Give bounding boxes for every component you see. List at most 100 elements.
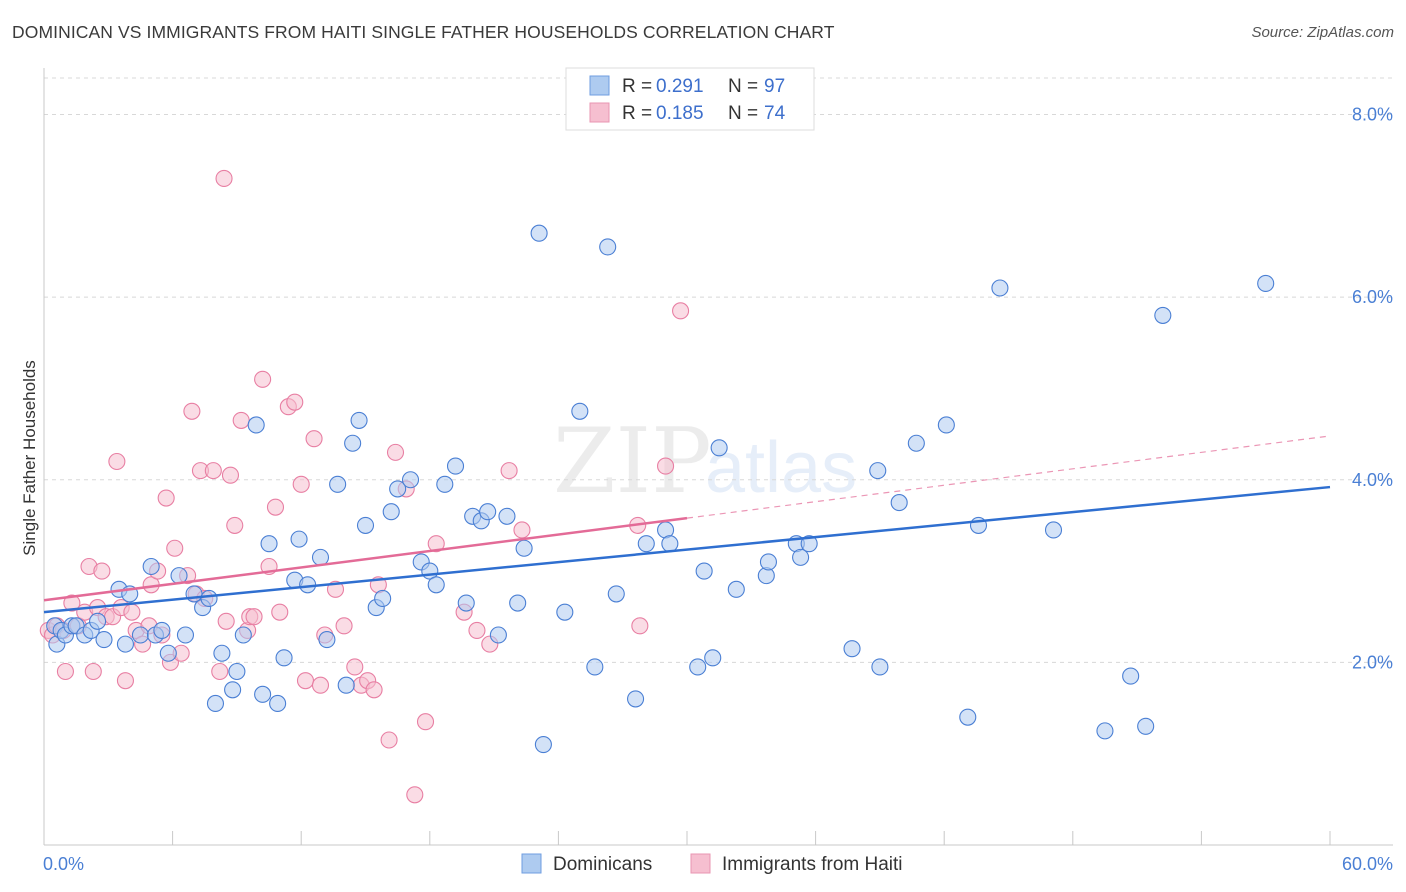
haiti-point bbox=[271, 603, 289, 621]
dominican-point bbox=[176, 626, 195, 644]
dominican-point bbox=[1096, 722, 1114, 740]
dominican-point bbox=[269, 694, 287, 713]
dominican-point bbox=[401, 471, 420, 489]
dominican-point bbox=[95, 631, 113, 649]
dominican-point bbox=[534, 736, 552, 754]
dominican-point bbox=[436, 475, 454, 493]
dominican-point bbox=[337, 676, 355, 694]
dominican-point bbox=[382, 503, 400, 521]
haiti-point bbox=[406, 786, 424, 804]
dominican-point bbox=[509, 594, 527, 612]
haiti-point bbox=[335, 617, 353, 635]
dominican-point bbox=[89, 612, 107, 630]
dominican-point bbox=[571, 402, 589, 420]
haiti-point bbox=[157, 489, 175, 507]
haiti-point bbox=[226, 516, 244, 534]
haiti-point bbox=[84, 662, 102, 681]
haiti-point bbox=[513, 521, 531, 539]
dominican-point bbox=[311, 548, 330, 566]
x-tick-label-max: 60.0% bbox=[1342, 854, 1393, 874]
watermark-zip: ZIP bbox=[553, 409, 712, 514]
bottom-legend-label-haiti: Immigrants from Haiti bbox=[722, 854, 903, 875]
source-credit: Source: ZipAtlas.com bbox=[1251, 24, 1394, 41]
y-tick-label: 4.0% bbox=[1352, 470, 1393, 490]
dominican-point bbox=[206, 694, 225, 713]
dominican-point bbox=[185, 585, 203, 603]
dominican-point bbox=[627, 690, 645, 708]
haiti-point bbox=[245, 608, 263, 626]
bottom-legend-swatch-haiti bbox=[690, 853, 711, 874]
haiti-point bbox=[232, 411, 250, 429]
haiti-point bbox=[266, 498, 285, 516]
series-legend: Dominicans Immigrants from Haiti bbox=[521, 853, 903, 875]
haiti-point bbox=[221, 466, 240, 484]
haiti-point bbox=[416, 713, 435, 731]
haiti-point bbox=[346, 658, 364, 676]
legend-r-label-2: R = bbox=[622, 103, 652, 124]
haiti-point bbox=[286, 393, 304, 411]
legend-r-value-1: 0.291 bbox=[656, 76, 704, 97]
dominican-point bbox=[457, 594, 475, 612]
haiti-point bbox=[468, 621, 486, 639]
haiti-point bbox=[305, 430, 323, 448]
dominican-point bbox=[254, 685, 272, 703]
dominican-point bbox=[153, 621, 171, 639]
dominican-point bbox=[991, 279, 1009, 297]
dominican-point bbox=[530, 224, 548, 242]
legend-r-label-1: R = bbox=[622, 76, 652, 97]
dominican-point bbox=[213, 644, 231, 662]
dominican-point bbox=[446, 457, 465, 475]
legend-n-value-1: 97 bbox=[764, 76, 785, 97]
y-tick-label: 2.0% bbox=[1352, 652, 1393, 672]
dominican-point bbox=[800, 535, 818, 553]
dominican-point bbox=[843, 640, 861, 658]
dominican-point bbox=[959, 708, 977, 726]
haiti-point bbox=[380, 731, 398, 749]
haiti-point bbox=[56, 662, 74, 681]
legend-swatch-haiti bbox=[589, 102, 610, 123]
dominican-point bbox=[1257, 274, 1275, 292]
dominican-point bbox=[329, 475, 347, 493]
haiti-point bbox=[63, 594, 81, 612]
dominican-point bbox=[759, 553, 777, 571]
dominican-point bbox=[224, 681, 242, 699]
dominican-point bbox=[710, 439, 728, 457]
dominican-point bbox=[937, 416, 955, 434]
legend-r-value-2: 0.185 bbox=[656, 103, 704, 124]
haiti-point bbox=[292, 475, 310, 493]
dominican-point bbox=[871, 658, 889, 676]
haiti-point bbox=[296, 672, 315, 690]
dominican-point bbox=[200, 589, 218, 608]
haiti-point bbox=[254, 370, 272, 388]
x-tick-label-min: 0.0% bbox=[43, 854, 84, 874]
dominican-point bbox=[234, 626, 252, 644]
haiti-point bbox=[204, 462, 222, 480]
y-tick-label: 6.0% bbox=[1352, 287, 1393, 307]
dominican-point bbox=[1137, 717, 1155, 735]
dominican-point bbox=[374, 589, 392, 608]
haiti-point bbox=[108, 452, 126, 471]
dominican-point bbox=[356, 516, 375, 534]
series-haiti-points bbox=[39, 169, 690, 804]
haiti-point bbox=[311, 676, 330, 694]
dominican-point bbox=[247, 416, 265, 434]
legend-n-label-2: N = bbox=[728, 103, 758, 124]
haiti-point bbox=[215, 169, 233, 187]
dominican-point bbox=[260, 535, 278, 553]
watermark: ZIP atlas bbox=[553, 409, 857, 514]
trend-line-dominicans bbox=[43, 485, 1331, 614]
bottom-legend-label-dominicans: Dominicans bbox=[553, 854, 652, 875]
haiti-point bbox=[166, 539, 184, 557]
haiti-point bbox=[631, 617, 649, 635]
y-tick-labels: 2.0% 4.0% 6.0% 8.0% bbox=[1352, 105, 1393, 673]
haiti-point bbox=[211, 662, 229, 681]
trend-lines bbox=[43, 435, 1331, 614]
haiti-point bbox=[183, 402, 201, 420]
haiti-point bbox=[116, 672, 134, 690]
dominican-point bbox=[907, 434, 925, 452]
correlation-legend: R = 0.291 N = 97 R = 0.185 N = 74 bbox=[565, 67, 815, 131]
y-axis-title: Single Father Households bbox=[20, 360, 39, 556]
dominican-point bbox=[607, 585, 625, 603]
dominican-point bbox=[556, 603, 574, 621]
dominican-point bbox=[228, 662, 246, 681]
